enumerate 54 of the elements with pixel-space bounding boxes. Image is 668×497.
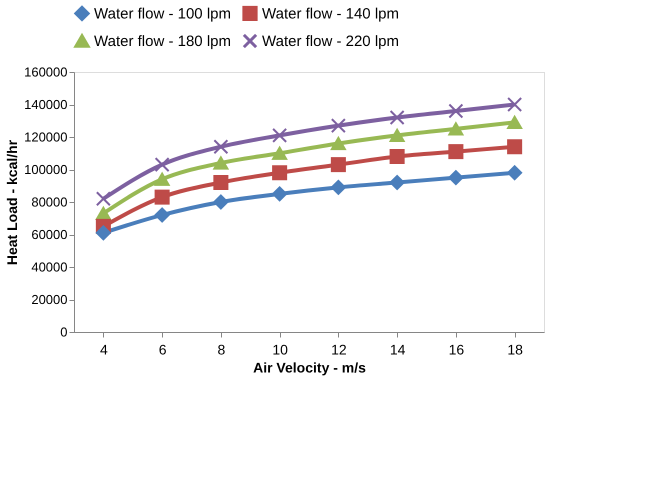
y-tick-label: 20000 <box>31 292 68 307</box>
point <box>96 206 111 220</box>
point <box>448 170 464 186</box>
point <box>154 172 170 186</box>
point <box>213 139 228 154</box>
x-tick-label: 6 <box>158 342 167 358</box>
point <box>390 174 405 190</box>
point <box>507 165 522 180</box>
point <box>272 186 288 202</box>
point <box>213 156 228 170</box>
point <box>330 157 346 172</box>
y-tick-label: 0 <box>60 324 68 340</box>
point <box>507 139 522 154</box>
legend-label: Water flow - 220 lpm <box>262 33 399 50</box>
x-tick-label: 18 <box>507 342 524 358</box>
point <box>213 174 228 190</box>
point <box>448 103 464 119</box>
y-tick-label: 120000 <box>24 130 68 144</box>
point <box>154 157 170 172</box>
legend-label: Water flow - 140 lpm <box>262 5 399 22</box>
point <box>272 165 288 180</box>
point <box>96 191 111 206</box>
point <box>154 190 170 205</box>
x-tick-label: 10 <box>272 342 288 358</box>
y-tick-label: 80000 <box>31 194 68 210</box>
point <box>330 136 346 150</box>
point <box>213 194 228 210</box>
point <box>272 146 288 160</box>
point <box>330 118 346 134</box>
y-tick-label: 60000 <box>31 227 68 242</box>
point <box>390 128 405 142</box>
point <box>272 128 288 143</box>
point <box>390 148 405 164</box>
point <box>448 144 464 160</box>
y-tick-label: 100000 <box>24 162 68 177</box>
y-tick-label: 40000 <box>31 260 68 274</box>
y-axis-title: Heat Load - kcal/hr <box>4 139 20 266</box>
x-tick-label: 8 <box>217 342 226 358</box>
point <box>154 207 170 223</box>
x-tick-label: 12 <box>331 342 347 358</box>
x-tick-label: 16 <box>448 342 464 358</box>
point <box>448 122 464 136</box>
x-axis-title: Air Velocity - m/s <box>253 360 366 376</box>
y-tick-label: 140000 <box>24 97 68 112</box>
point <box>390 110 405 126</box>
legend-label: Water flow - 100 lpm <box>94 5 231 22</box>
x-tick-label: 4 <box>100 342 108 358</box>
point <box>507 116 522 130</box>
point <box>330 180 346 195</box>
y-tick-label: 160000 <box>24 64 68 80</box>
point <box>96 225 111 240</box>
x-tick-label: 14 <box>390 342 406 358</box>
point <box>507 96 522 112</box>
legend-label: Water flow - 180 lpm <box>94 33 231 50</box>
